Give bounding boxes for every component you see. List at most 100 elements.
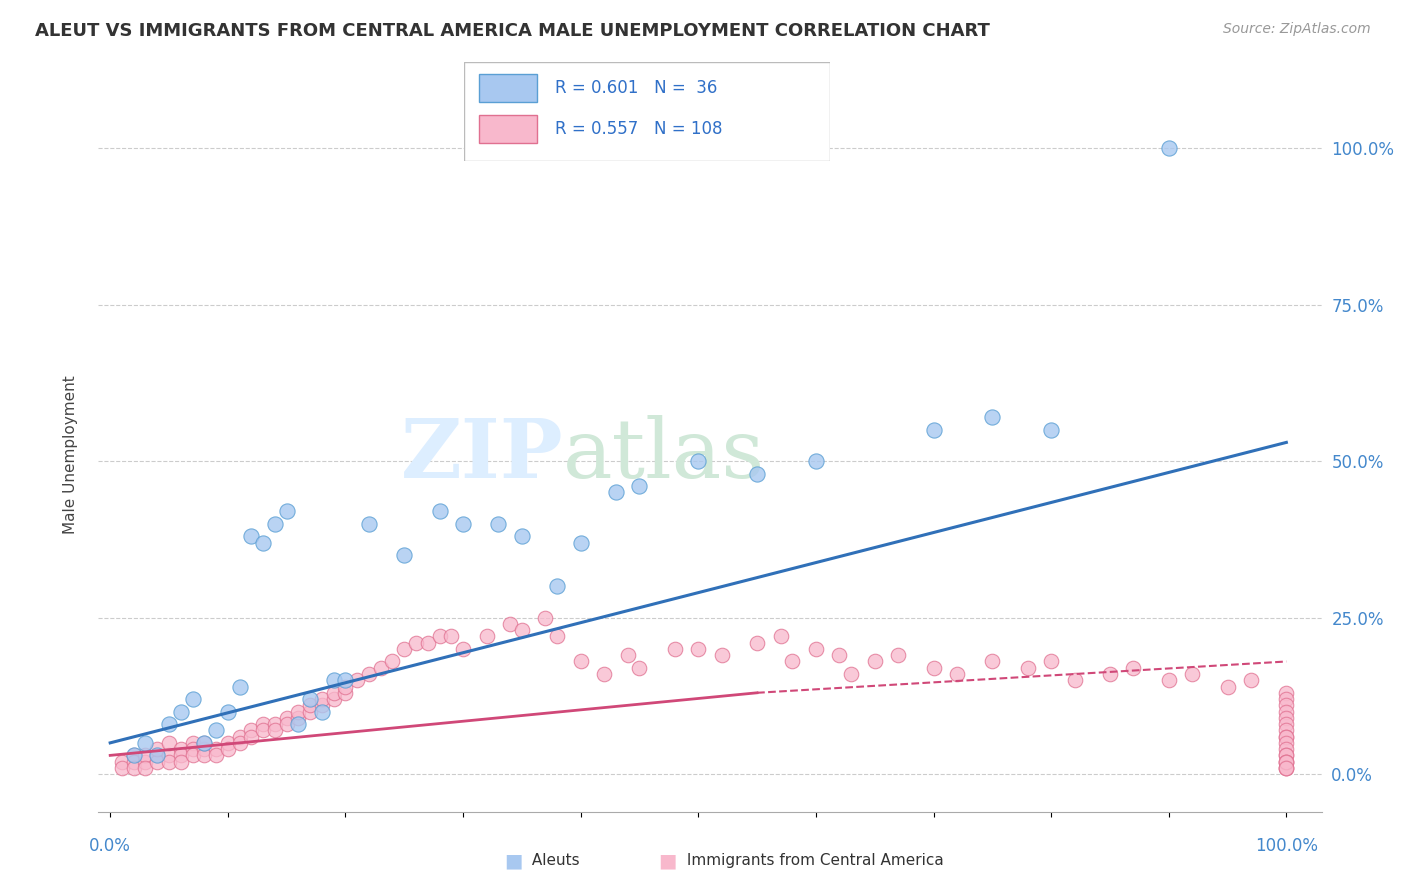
Point: [335, 680, 357, 694]
Point: [981, 410, 1004, 425]
Point: [170, 755, 193, 769]
Point: [170, 742, 193, 756]
Point: [664, 642, 686, 657]
Point: [240, 529, 263, 543]
Text: ■: ■: [503, 851, 523, 871]
Point: [1040, 423, 1063, 437]
Point: [1098, 667, 1121, 681]
Text: ZIP: ZIP: [401, 415, 564, 495]
Point: [146, 742, 169, 756]
Point: [1275, 742, 1298, 756]
Point: [616, 648, 638, 663]
Point: [276, 504, 298, 518]
Point: [157, 717, 180, 731]
Point: [146, 755, 169, 769]
Text: atlas: atlas: [564, 415, 765, 495]
Point: [1040, 655, 1063, 669]
Point: [322, 673, 344, 688]
Point: [193, 736, 215, 750]
Point: [828, 648, 851, 663]
Point: [217, 742, 239, 756]
Point: [228, 730, 250, 744]
Point: [370, 661, 392, 675]
Point: [357, 667, 380, 681]
Point: [1240, 673, 1263, 688]
Text: Source: ZipAtlas.com: Source: ZipAtlas.com: [1223, 22, 1371, 37]
Point: [181, 748, 204, 763]
Text: Immigrants from Central America: Immigrants from Central America: [682, 854, 943, 868]
Point: [546, 579, 568, 593]
Point: [451, 642, 474, 657]
Point: [839, 667, 862, 681]
Point: [745, 636, 768, 650]
Point: [628, 479, 651, 493]
Point: [593, 667, 616, 681]
Point: [745, 467, 768, 481]
Point: [804, 642, 827, 657]
Point: [287, 717, 309, 731]
Point: [299, 698, 322, 713]
Point: [205, 748, 228, 763]
Point: [1275, 755, 1298, 769]
Point: [440, 630, 463, 644]
Point: [510, 529, 533, 543]
Point: [887, 648, 910, 663]
Point: [405, 636, 427, 650]
Point: [394, 642, 416, 657]
FancyBboxPatch shape: [478, 115, 537, 143]
Text: ■: ■: [658, 851, 678, 871]
Point: [240, 730, 263, 744]
Text: R = 0.601   N =  36: R = 0.601 N = 36: [555, 79, 717, 97]
Point: [311, 692, 333, 706]
Point: [146, 748, 169, 763]
Point: [322, 686, 344, 700]
Point: [311, 698, 333, 713]
Point: [346, 673, 368, 688]
Text: R = 0.557   N = 108: R = 0.557 N = 108: [555, 120, 723, 138]
Point: [287, 705, 309, 719]
Point: [946, 667, 969, 681]
Point: [628, 661, 651, 675]
Point: [217, 736, 239, 750]
Text: 100.0%: 100.0%: [1254, 837, 1317, 855]
Point: [416, 636, 439, 650]
Point: [193, 748, 215, 763]
Point: [263, 723, 285, 738]
Point: [205, 742, 228, 756]
Point: [1275, 748, 1298, 763]
Point: [1275, 723, 1298, 738]
Point: [181, 692, 204, 706]
Point: [193, 736, 215, 750]
Point: [252, 535, 274, 549]
Point: [1275, 698, 1298, 713]
Point: [1017, 661, 1039, 675]
Point: [157, 755, 180, 769]
Point: [252, 717, 274, 731]
Point: [134, 755, 156, 769]
Point: [122, 761, 145, 775]
FancyBboxPatch shape: [464, 62, 830, 161]
Point: [381, 655, 404, 669]
Point: [157, 736, 180, 750]
Point: [782, 655, 804, 669]
Point: [769, 630, 792, 644]
Point: [688, 454, 710, 468]
Point: [981, 655, 1004, 669]
Point: [276, 717, 298, 731]
Point: [122, 748, 145, 763]
Point: [534, 610, 557, 624]
Point: [1275, 761, 1298, 775]
Point: [311, 705, 333, 719]
Point: [922, 423, 945, 437]
Point: [486, 516, 509, 531]
Point: [252, 723, 274, 738]
Point: [170, 705, 193, 719]
Point: [335, 673, 357, 688]
Point: [1157, 673, 1180, 688]
Point: [193, 742, 215, 756]
Point: [1275, 755, 1298, 769]
Point: [1275, 736, 1298, 750]
FancyBboxPatch shape: [478, 74, 537, 102]
Point: [1275, 717, 1298, 731]
Point: [111, 761, 134, 775]
